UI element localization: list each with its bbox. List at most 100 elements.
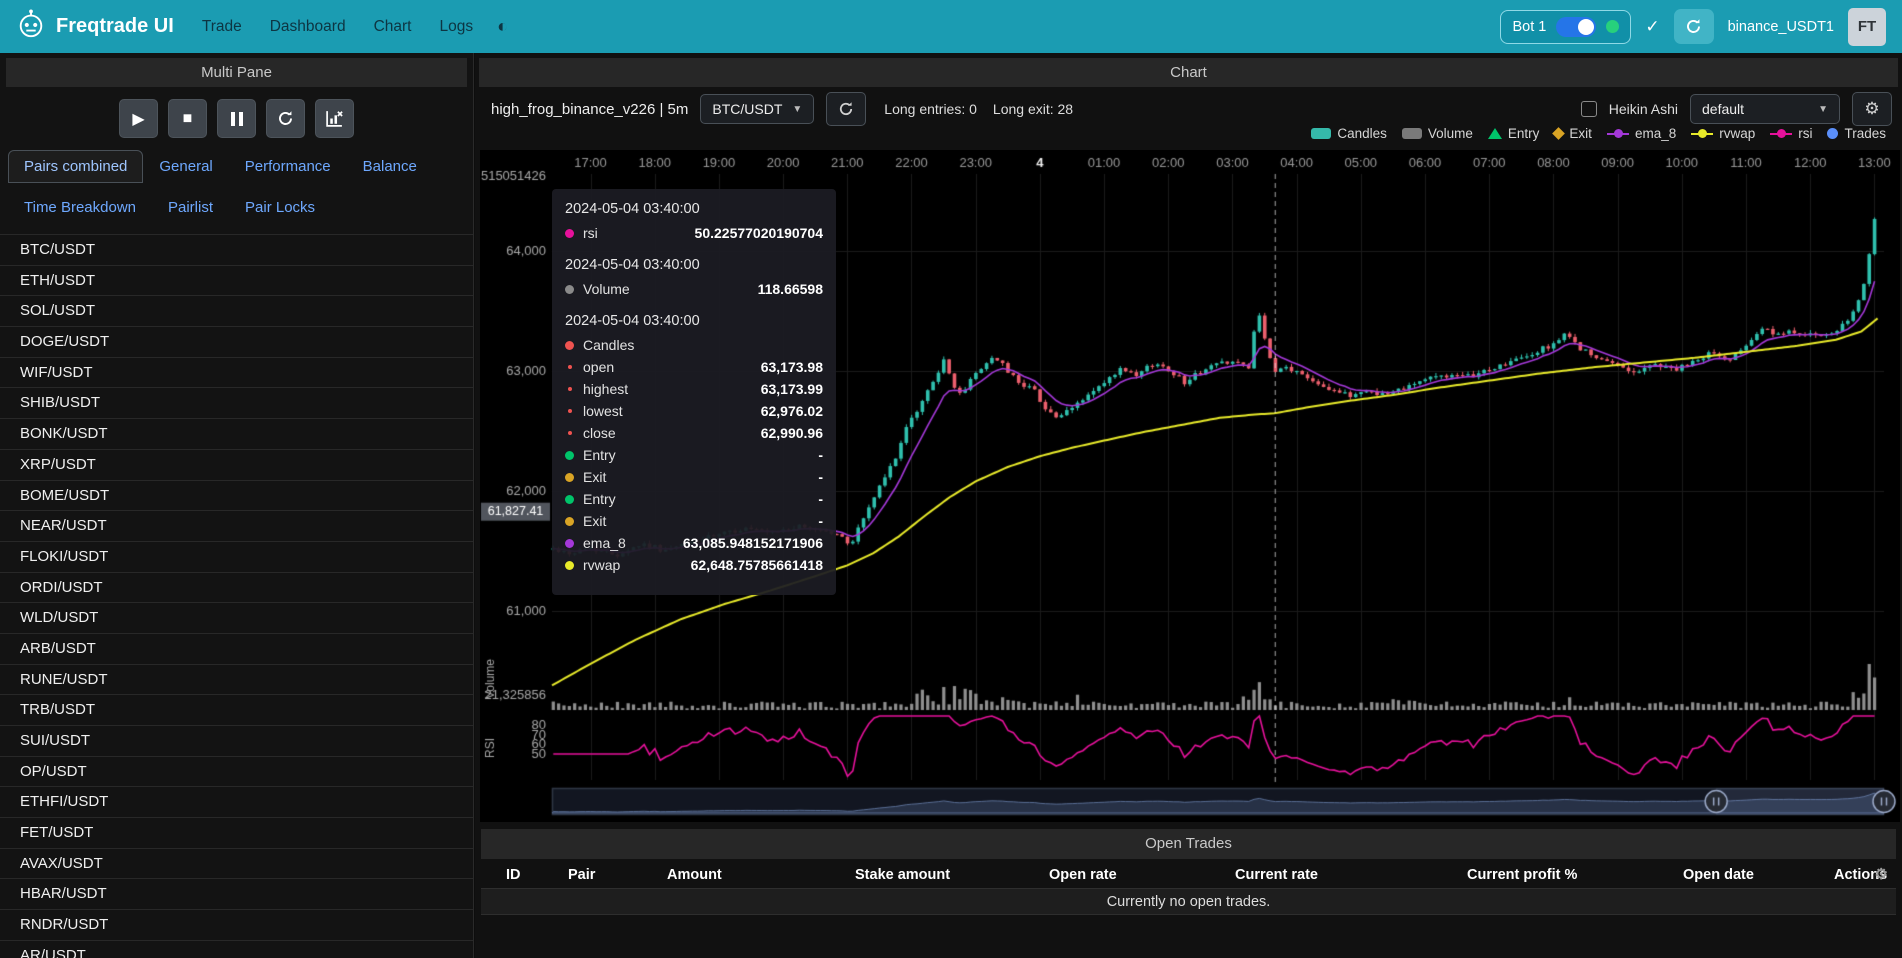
tooltip-series-value: 63,173.98 [760, 359, 823, 375]
legend-swatch-dot [1613, 129, 1623, 138]
legend-item-rvwap[interactable]: rvwap [1691, 126, 1755, 141]
tooltip-row: Entry - [565, 444, 823, 466]
legend-item-entry[interactable]: Entry [1487, 126, 1540, 141]
tooltip-date: 2024-05-04 03:40:00 [565, 257, 700, 273]
freqtrade-logo-icon [16, 8, 46, 45]
tooltip-series-name: lowest [583, 403, 623, 419]
pair-row-op-usdt[interactable]: OP/USDT [0, 757, 473, 788]
heikin-ashi-checkbox[interactable] [1580, 101, 1597, 117]
tooltip-series-value: - [818, 469, 823, 485]
bot-toggle[interactable] [1556, 16, 1597, 37]
legend-swatch-icon [1311, 128, 1332, 139]
column-header-pair: Pair [568, 866, 596, 883]
tooltip-series-value: 62,976.02 [760, 403, 823, 419]
force-exit-button[interactable] [315, 99, 354, 138]
start-bot-button[interactable]: ▶ [119, 99, 158, 138]
pair-row-btc-usdt[interactable]: BTC/USDT [0, 235, 473, 266]
pair-row-avax-usdt[interactable]: AVAX/USDT [0, 849, 473, 880]
pair-row-hbar-usdt[interactable]: HBAR/USDT [0, 879, 473, 911]
legend-swatch-icon [1401, 128, 1422, 139]
legend-swatch-icon [1606, 129, 1629, 138]
tooltip-row: open 63,173.98 [565, 356, 823, 378]
pair-row-ethfi-usdt[interactable]: ETHFI/USDT [0, 787, 473, 819]
tab-balance[interactable]: Balance [362, 158, 417, 175]
pair-row-wif-usdt[interactable]: WIF/USDT [0, 358, 473, 389]
tooltip-row: Exit - [565, 466, 823, 488]
tooltip-series-value: - [818, 491, 823, 507]
chart-refresh-button[interactable] [826, 92, 867, 126]
pair-row-rndr-usdt[interactable]: RNDR/USDT [0, 910, 473, 941]
tooltip-series-name: highest [583, 381, 629, 397]
legend-label: Trades [1844, 126, 1886, 141]
nav-link-dashboard[interactable]: Dashboard [269, 17, 346, 35]
user-avatar[interactable]: FT [1848, 7, 1886, 46]
pair-row-sui-usdt[interactable]: SUI/USDT [0, 726, 473, 757]
pair-row-doge-usdt[interactable]: DOGE/USDT [0, 327, 473, 358]
tooltip-section: 2024-05-04 03:40:00 Volume 118.66598 [565, 257, 823, 300]
pair-row-wld-usdt[interactable]: WLD/USDT [0, 603, 473, 634]
series-dot-icon [565, 538, 574, 548]
tab-performance[interactable]: Performance [244, 158, 331, 175]
navbar-refresh-button[interactable] [1673, 9, 1714, 44]
tooltip-series-name: rvwap [583, 557, 621, 573]
legend-label: rvwap [1719, 126, 1756, 141]
brand[interactable]: Freqtrade UI [16, 8, 174, 45]
stop-bot-button[interactable]: ■ [168, 99, 207, 138]
bot-selected-check-icon[interactable]: ✓ [1645, 16, 1660, 36]
legend-item-volume[interactable]: Volume [1401, 126, 1473, 141]
pair-row-floki-usdt[interactable]: FLOKI/USDT [0, 542, 473, 573]
tooltip-section: 2024-05-04 03:40:00 rsi 50.22577020190704 [565, 201, 823, 244]
legend-item-rsi[interactable]: rsi [1770, 126, 1812, 141]
pair-select-value: BTC/USDT [712, 101, 783, 117]
legend-item-ema-8[interactable]: ema_8 [1606, 126, 1676, 141]
pair-row-sol-usdt[interactable]: SOL/USDT [0, 296, 473, 328]
plot-settings-button[interactable]: ⚙ [1852, 92, 1892, 126]
legend-label: Entry [1507, 126, 1540, 141]
legend-swatch-dot [1698, 129, 1708, 138]
pair-select[interactable]: BTC/USDT ▼ [700, 94, 815, 124]
pair-row-bome-usdt[interactable]: BOME/USDT [0, 481, 473, 512]
legend-swatch-icon [1552, 127, 1566, 140]
tooltip-row: Entry - [565, 488, 823, 510]
pair-row-trb-usdt[interactable]: TRB/USDT [0, 695, 473, 726]
bot-controls: ▶ ■ [0, 99, 473, 138]
pair-row-rune-usdt[interactable]: RUNE/USDT [0, 665, 473, 696]
tab-general[interactable]: General [159, 158, 213, 175]
pair-row-shib-usdt[interactable]: SHIB/USDT [0, 388, 473, 420]
pair-row-near-usdt[interactable]: NEAR/USDT [0, 511, 473, 542]
series-dot-icon [568, 387, 572, 391]
column-header-current-profit: Current profit % [1467, 866, 1578, 883]
legend-item-candles[interactable]: Candles [1311, 126, 1387, 141]
multi-pane-header: Multi Pane [6, 58, 467, 87]
tab-pair-locks[interactable]: Pair Locks [245, 199, 316, 216]
legend-item-trades[interactable]: Trades [1827, 126, 1886, 141]
tab-pairs-combined[interactable]: Pairs combined [8, 150, 144, 183]
reload-config-button[interactable] [266, 99, 305, 138]
pair-row-fet-usdt[interactable]: FET/USDT [0, 818, 473, 849]
pair-row-bonk-usdt[interactable]: BONK/USDT [0, 419, 473, 450]
tooltip-series-name: Exit [583, 513, 607, 529]
table-settings-button[interactable]: ⚙ [1874, 866, 1888, 883]
bot-selector[interactable]: Bot 1 [1500, 9, 1632, 44]
tabs-row-2: Time Breakdown Pairlist Pair Locks [0, 191, 473, 224]
nav-link-chart[interactable]: Chart [373, 17, 412, 35]
open-trades-columns: ID Pair Amount Stake amount Open rate Current… [481, 861, 1896, 888]
theme-toggle-icon[interactable]: ◐ [497, 16, 508, 36]
pair-row-ordi-usdt[interactable]: ORDI/USDT [0, 573, 473, 604]
pause-bot-button[interactable] [217, 99, 256, 138]
signal-counts: Long entries: 0 Long exit: 28 [884, 101, 1073, 117]
pair-row-eth-usdt[interactable]: ETH/USDT [0, 266, 473, 297]
pair-row-xrp-usdt[interactable]: XRP/USDT [0, 450, 473, 481]
legend-swatch-icon [1770, 129, 1793, 138]
pair-row-ar-usdt[interactable]: AR/USDT [0, 941, 473, 958]
nav-link-logs[interactable]: Logs [439, 17, 474, 35]
plot-config-select[interactable]: default ▼ [1690, 94, 1840, 124]
tab-time-breakdown[interactable]: Time Breakdown [24, 199, 136, 216]
legend-item-exit[interactable]: Exit [1552, 126, 1592, 141]
tab-pairlist[interactable]: Pairlist [168, 199, 214, 216]
tooltip-series-name: Exit [583, 469, 607, 485]
tooltip-series-value: 50.22577020190704 [694, 225, 823, 241]
nav-link-trade[interactable]: Trade [201, 17, 242, 35]
refresh-icon [840, 102, 853, 115]
pair-row-arb-usdt[interactable]: ARB/USDT [0, 634, 473, 665]
